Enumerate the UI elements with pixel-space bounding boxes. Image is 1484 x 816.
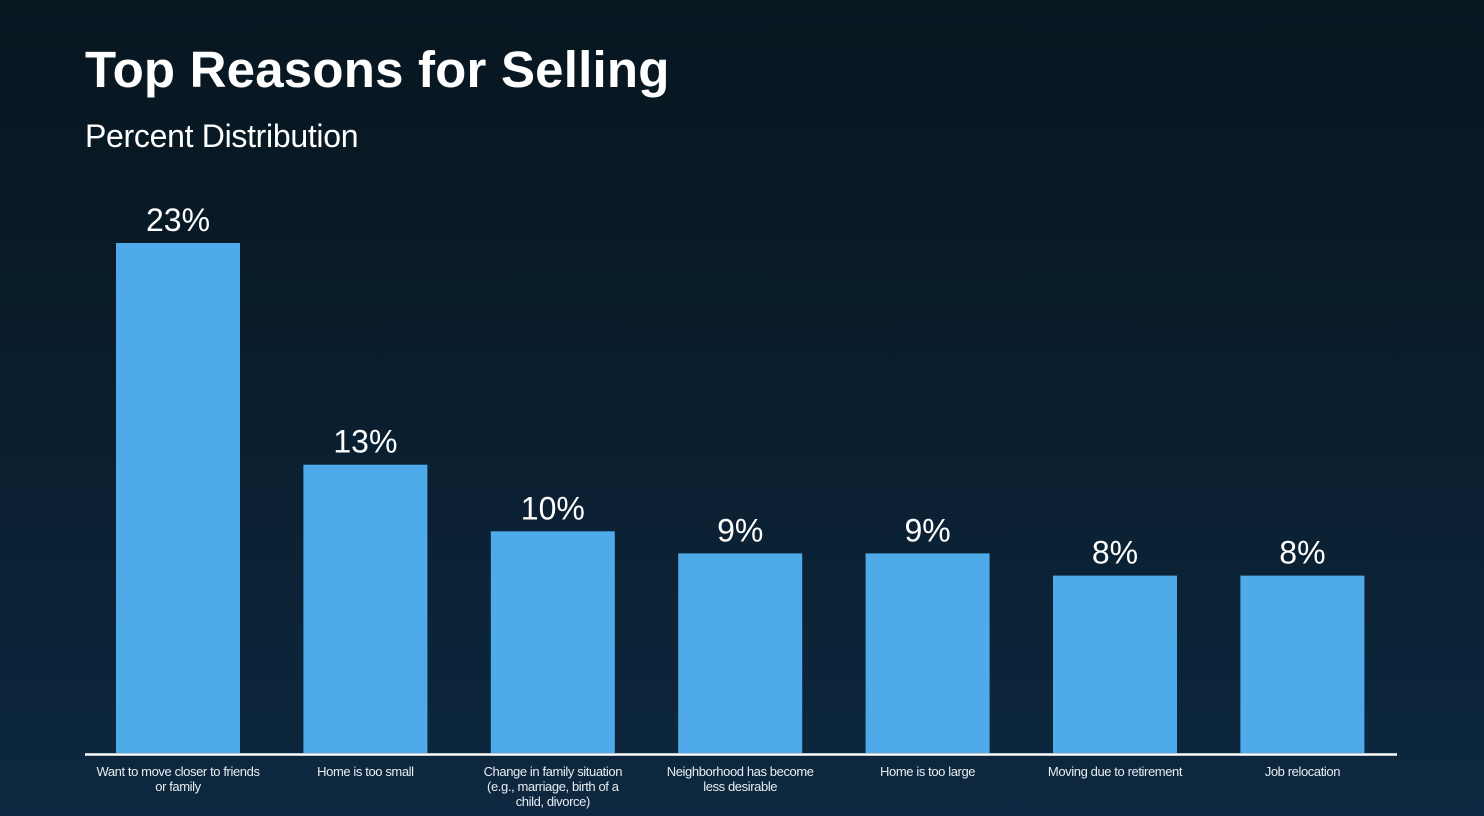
category-label-line: or family — [155, 779, 201, 794]
bar-value-label: 23% — [146, 202, 210, 238]
bar-value-label: 10% — [521, 490, 585, 526]
bar — [303, 464, 428, 753]
bar — [1240, 575, 1365, 753]
category-label-line: Moving due to retirement — [1048, 764, 1183, 779]
category-label-line: (e.g., marriage, birth of a — [487, 779, 620, 794]
bar-value-label: 9% — [904, 512, 950, 548]
category-label: Moving due to retirement — [1048, 764, 1183, 779]
category-label-line: Change in family situation — [484, 764, 623, 779]
bar-value-label: 13% — [333, 424, 397, 460]
category-label: Home is too large — [880, 764, 975, 779]
category-label-line: Home is too large — [880, 764, 975, 779]
category-label: Job relocation — [1265, 764, 1341, 779]
bar — [678, 553, 803, 753]
category-label-line: less desirable — [703, 779, 777, 794]
category-label: Change in family situation (e.g., marriag… — [484, 764, 623, 809]
category-label-line: Job relocation — [1265, 764, 1341, 779]
category-label: Want to move closer to friends or family — [96, 764, 260, 794]
chart-title: Top Reasons for Selling — [85, 41, 670, 98]
bar — [490, 531, 615, 753]
value-labels-group: 23% 13% 10% 9% 9% 8% 8% — [146, 202, 1326, 571]
bar-value-label: 8% — [1092, 535, 1138, 571]
bar — [116, 243, 240, 753]
bars-group — [116, 243, 1365, 753]
category-label-line: child, divorce) — [516, 794, 590, 809]
category-label-line: Want to move closer to friends — [96, 764, 260, 779]
bar — [865, 553, 990, 753]
category-label: Neighborhood has become less desirable — [667, 764, 814, 794]
category-label-line: Neighborhood has become — [667, 764, 814, 779]
bar-value-label: 9% — [717, 512, 763, 548]
bar-value-label: 8% — [1279, 535, 1325, 571]
bar — [1053, 575, 1177, 753]
category-labels-group: Want to move closer to friends or family H… — [96, 764, 1340, 809]
chart-subtitle: Percent Distribution — [85, 118, 359, 154]
category-label: Home is too small — [317, 764, 414, 779]
category-label-line: Home is too small — [317, 764, 414, 779]
